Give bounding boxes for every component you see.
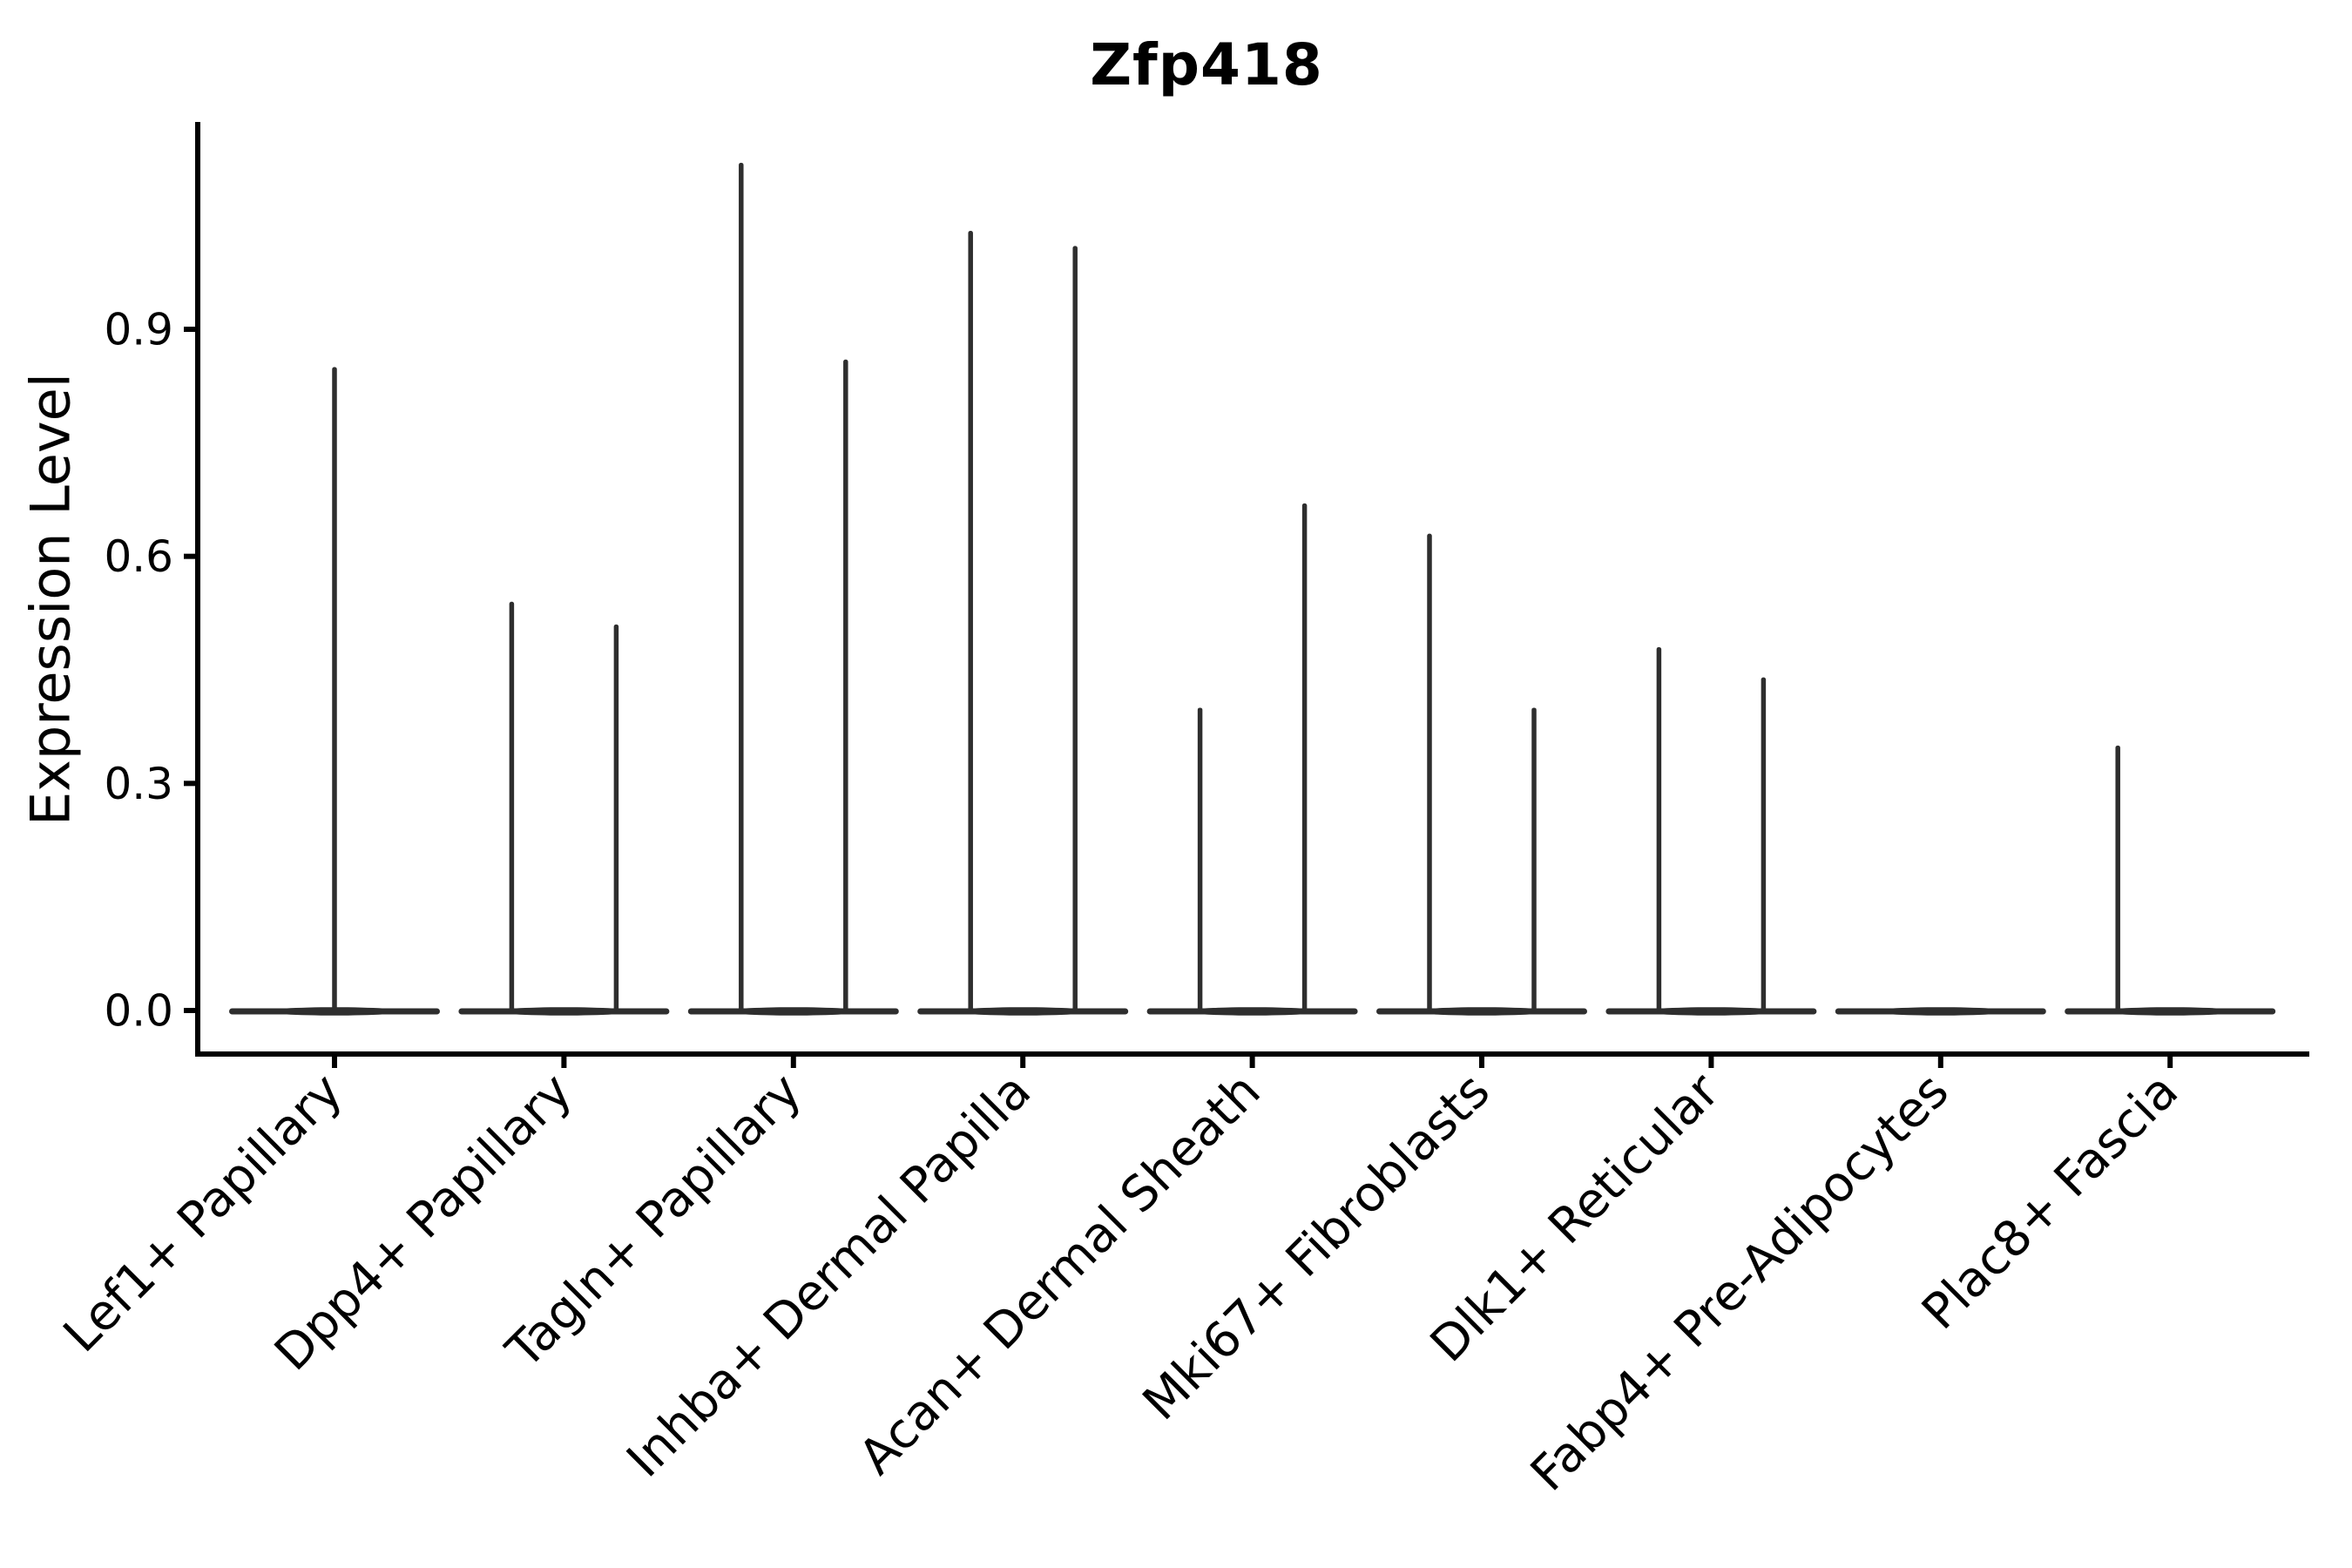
violin-3: [687, 162, 899, 1016]
y-tick-label: 0.6: [104, 531, 173, 582]
violin-spike: [1427, 533, 1432, 1012]
violin-baseline-bulge: [953, 1007, 1093, 1016]
violin-baseline-bulge: [1641, 1007, 1781, 1016]
y-tick-label: 0.0: [104, 986, 173, 1037]
violin-spike: [1761, 677, 1767, 1012]
violin-6: [1376, 533, 1587, 1016]
violin-8: [1835, 1007, 2046, 1016]
violin-baseline-bulge: [1870, 1007, 2011, 1016]
violin-spike: [613, 624, 619, 1012]
violin-baseline-bulge: [1412, 1007, 1551, 1016]
violin-baseline-bulge: [2100, 1007, 2240, 1016]
violin-7: [1605, 646, 1817, 1016]
violin-spike: [509, 601, 515, 1012]
violin-4: [917, 231, 1129, 1016]
chart-title: Zfp418: [1090, 31, 1323, 98]
violin-spike: [1197, 707, 1203, 1012]
y-tick-label: 0.9: [104, 304, 173, 355]
x-tick-label: Inhba+ Dermal Papilla: [616, 1063, 1042, 1489]
violin-spike: [1301, 503, 1308, 1012]
violin-spike: [332, 367, 337, 1012]
y-tick-label: 0.3: [104, 759, 173, 809]
violin-spike: [1072, 246, 1078, 1012]
x-tick-label-group: Fabp4+ Pre-Adipocytes: [1520, 1063, 1960, 1503]
violin-spike: [1656, 646, 1662, 1012]
violin-9: [2065, 745, 2276, 1016]
violin-spike: [843, 359, 848, 1013]
violin-5: [1146, 503, 1358, 1016]
violin-spike: [739, 162, 744, 1012]
x-tick-label-group: Inhba+ Dermal Papilla: [616, 1063, 1042, 1489]
x-tick-label: Acan+ Dermal Sheath: [848, 1063, 1272, 1486]
violin-2: [458, 601, 670, 1016]
x-tick-label-group: Acan+ Dermal Sheath: [848, 1063, 1272, 1486]
violin-spike: [1531, 707, 1537, 1012]
violin-spike: [968, 231, 973, 1013]
violin-baseline-bulge: [723, 1007, 863, 1016]
violin-1: [229, 367, 440, 1016]
violin-baseline-bulge: [1182, 1007, 1322, 1016]
x-tick-label: Fabp4+ Pre-Adipocytes: [1520, 1063, 1960, 1503]
violin-spike: [2115, 745, 2120, 1012]
violin-baseline-bulge: [494, 1007, 634, 1016]
